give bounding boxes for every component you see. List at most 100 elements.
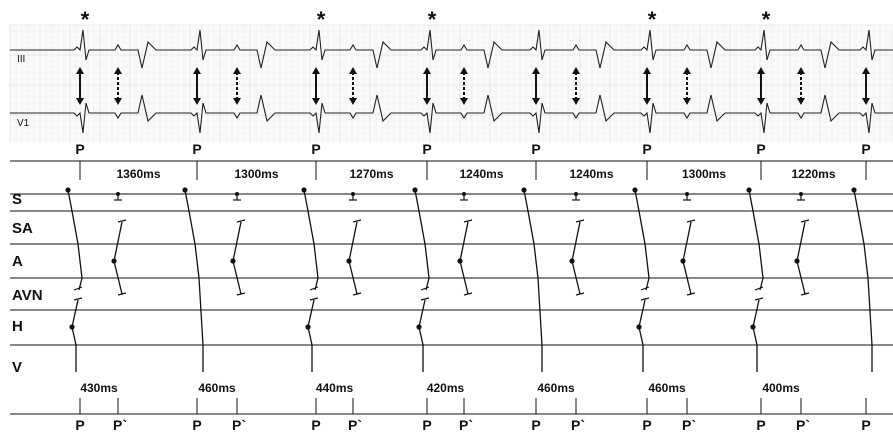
ecg-arrows: * * * * * [76,7,870,105]
arrow-solid [757,67,765,105]
arrow-head-down [193,98,201,105]
arrow-head-down [532,98,540,105]
sinus-path-conducted [867,277,873,372]
arrow-head-down [572,98,580,105]
top-interval-label: 1240ms [569,167,613,181]
ecg-trace-lead-top [10,29,893,69]
ectopic-ante-block [236,292,246,296]
arrow-head-down [797,98,805,105]
ectopic-beat-path [680,192,696,296]
his-origin-path [69,297,83,372]
ecg-grid [9,24,893,143]
arrow-solid [312,67,320,105]
arrow-head-up [233,67,241,74]
arrow-head-down [683,98,691,105]
arrow-head-down [643,98,651,105]
ladder-label-avn: AVN [12,287,43,304]
ectopic-s-dot [351,192,355,196]
sinus-beat-path [746,187,764,291]
ectopic-ante-segment [682,260,692,295]
bottom-interval-label: 460ms [198,381,236,395]
ectopic-retro-block [236,219,246,223]
ectopic-s-dot [574,192,578,196]
ectopic-beat-path [569,192,585,296]
arrow-head-up [460,67,468,74]
his-origin-path [636,297,650,372]
arrow-head-up [532,67,540,74]
arrow-dashed [460,67,468,105]
lead-label-bottom: V1 [17,118,30,129]
p-label-bottom: P [756,417,765,433]
sinus-path-conducted [537,277,543,372]
ectopic-beat-path [230,192,246,296]
interval-annotations: 1360ms 1300ms 1270ms 1240ms 1240ms 1300ms 1220… [79,161,867,414]
ectopic-retro-segment [796,221,806,262]
arrow-dashed [797,67,805,105]
arrow-solid [862,67,870,105]
ladder-row-labels: S SA A AVN H V [12,191,43,376]
p-label-bottom: P [75,417,84,433]
ectopic-ante-segment [113,260,123,295]
arrow-head-up [757,67,765,74]
block-bar [754,286,764,291]
top-interval-label: 1360ms [116,167,160,181]
sinus-path-segment [748,189,764,279]
beat-labels: P P P P P P P P P P P P P P P P P` P` P` P` P` P` P` [75,141,870,433]
arrow-solid [76,67,84,105]
sinus-beat-path [851,187,873,372]
p-label-top: P [75,141,84,157]
p-label-top: P [192,141,201,157]
ladder-label-h: H [12,318,23,335]
conduction-paths [65,187,873,372]
his-ante-segment [71,326,77,372]
p-prime-label-bottom: P` [796,417,810,433]
arrow-solid [532,67,540,105]
ectopic-ante-segment [571,260,581,295]
ectopic-retro-block [800,219,810,223]
ladder-label-v: V [12,359,22,376]
ectopic-s-dot [235,192,239,196]
ectopic-ante-block [686,292,696,296]
ectopic-s-dot [685,192,689,196]
his-retro-block [73,297,83,301]
arrow-dashed [233,67,241,105]
ectopic-ante-block [352,292,362,296]
ectopic-retro-block [463,219,473,223]
p-label-bottom: P [422,417,431,433]
p-prime-label-bottom: P` [348,417,362,433]
his-ante-segment [307,326,313,372]
arrow-head-up [312,67,320,74]
sinus-path-blocked [314,277,319,291]
ladder-grid [10,160,893,415]
ectopic-ante-segment [232,260,242,295]
ectopic-beat-path [457,192,473,296]
p-label-top: P [756,141,765,157]
ecg-annotations: III V1 [17,54,30,129]
arrow-head-down [76,98,84,105]
ectopic-ante-segment [459,260,469,295]
p-prime-label-bottom: P` [459,417,473,433]
sinus-beat-path [412,187,430,291]
arrow-head-up [349,67,357,74]
arrow-head-down [349,98,357,105]
asterisk-marker: * [317,7,326,32]
ectopic-ante-segment [348,260,358,295]
ecg-background [10,25,893,143]
ectopic-retro-block [686,219,696,223]
arrow-head-down [233,98,241,105]
block-bar [309,286,319,291]
his-origin-path [416,297,430,372]
bottom-interval-label: 420ms [427,381,465,395]
sinus-path-segment [67,189,83,279]
arrow-head-down [114,98,122,105]
ectopic-retro-segment [571,221,581,262]
ladder-label-a: A [12,253,23,270]
block-bar [73,286,83,291]
his-ante-segment [638,326,644,372]
his-retro-block [309,297,319,301]
p-label-top: P [861,141,870,157]
his-ante-segment [418,326,424,372]
his-retro-segment [418,299,426,328]
ectopic-ante-block [463,292,473,296]
bottom-interval-label: 440ms [316,381,354,395]
